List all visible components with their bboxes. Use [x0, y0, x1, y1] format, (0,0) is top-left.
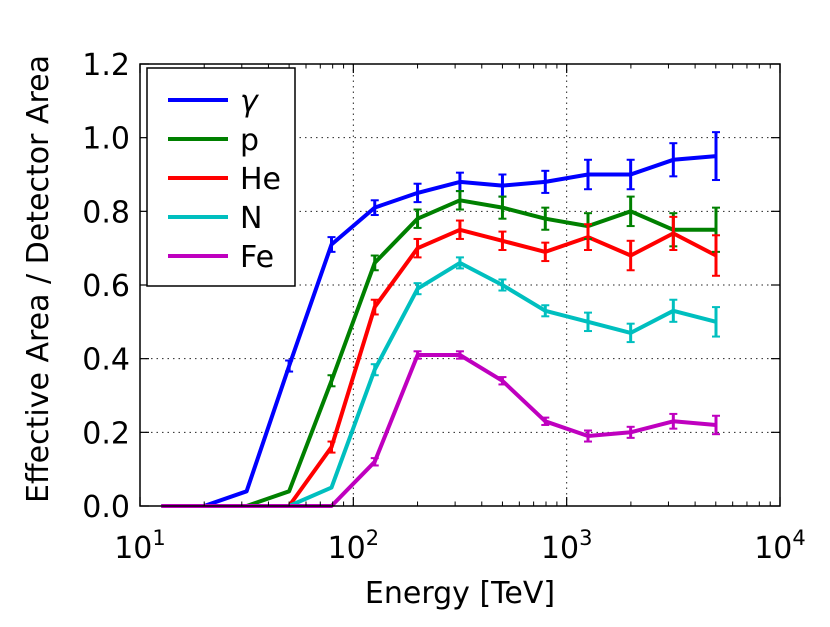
error-bar: [712, 414, 721, 436]
error-bar: [370, 363, 379, 377]
error-bar: [413, 182, 422, 204]
error-bar: [498, 195, 507, 220]
y-tick-label: 0.6: [82, 269, 130, 304]
legend-entry: Fe: [168, 240, 274, 275]
tick-labels: 101 102 103 104 0.0 0.2 0.4 0.6 0.8 1.0 1.2: [82, 48, 806, 566]
legend-label: Fe: [240, 240, 274, 275]
x-axis-label: Energy [TeV]: [365, 576, 555, 611]
error-bar: [712, 306, 721, 338]
error-bar: [370, 199, 379, 217]
error-bar: [626, 322, 635, 344]
legend-label: N: [240, 201, 262, 236]
legend-entry: p: [168, 123, 259, 158]
y-tick-label: 0.8: [82, 195, 130, 230]
y-axis-label: Effective Area / Detector Area: [21, 55, 56, 503]
error-bar: [370, 298, 379, 316]
error-bar: [455, 219, 464, 240]
series-line-0: [161, 154, 717, 508]
error-bar: [327, 440, 336, 454]
y-tick-label: 0.2: [82, 416, 130, 451]
error-bar: [584, 158, 593, 191]
error-bar: [541, 206, 550, 231]
x-tick-label: 102: [328, 526, 380, 566]
x-tick-label: 104: [754, 526, 806, 566]
error-bar: [413, 350, 422, 360]
error-bar: [370, 457, 379, 467]
legend-entry: γ: [168, 84, 260, 119]
error-bar: [498, 278, 507, 292]
legend: γp He N Fe: [146, 67, 296, 287]
series-line-1: [161, 198, 716, 508]
error-bar: [626, 195, 635, 228]
error-bar: [712, 234, 721, 277]
error-bar: [626, 158, 635, 191]
error-bar: [498, 376, 507, 386]
series-line-4: [161, 353, 717, 508]
error-bar: [327, 236, 336, 253]
error-bar: [541, 241, 550, 263]
legend-label: p: [240, 123, 259, 158]
error-bar: [541, 416, 550, 426]
y-tick-label: 1.2: [82, 48, 130, 83]
error-bar: [370, 254, 379, 272]
error-bar: [584, 311, 593, 333]
error-bar: [626, 239, 635, 272]
error-bar: [669, 215, 678, 252]
error-bar: [413, 237, 422, 259]
error-bar: [712, 131, 721, 182]
y-tick-label: 0.4: [82, 343, 130, 378]
error-bar: [541, 304, 550, 318]
legend-entry: He: [168, 162, 281, 197]
error-bar: [584, 223, 593, 252]
error-bar: [669, 412, 678, 430]
x-tick-label: 101: [114, 526, 166, 566]
y-tick-label: 0.0: [82, 490, 130, 525]
legend-entry: N: [168, 201, 262, 236]
error-bar: [327, 374, 336, 388]
error-bar: [669, 298, 678, 323]
error-bar: [498, 230, 507, 252]
series-line-3: [161, 260, 717, 508]
error-bar: [541, 169, 550, 194]
error-bar: [584, 429, 593, 443]
x-tick-label: 103: [541, 526, 593, 566]
error-bar: [669, 142, 678, 178]
error-bar: [285, 359, 294, 373]
error-bar: [455, 256, 464, 270]
error-bars: [285, 131, 721, 467]
legend-label: γ: [240, 84, 260, 119]
error-bar: [413, 208, 422, 229]
error-bar: [455, 190, 464, 211]
error-bar: [626, 425, 635, 439]
legend-label: He: [240, 162, 281, 197]
error-bar: [455, 350, 464, 360]
error-bar: [413, 282, 422, 296]
y-tick-label: 1.0: [82, 122, 130, 157]
